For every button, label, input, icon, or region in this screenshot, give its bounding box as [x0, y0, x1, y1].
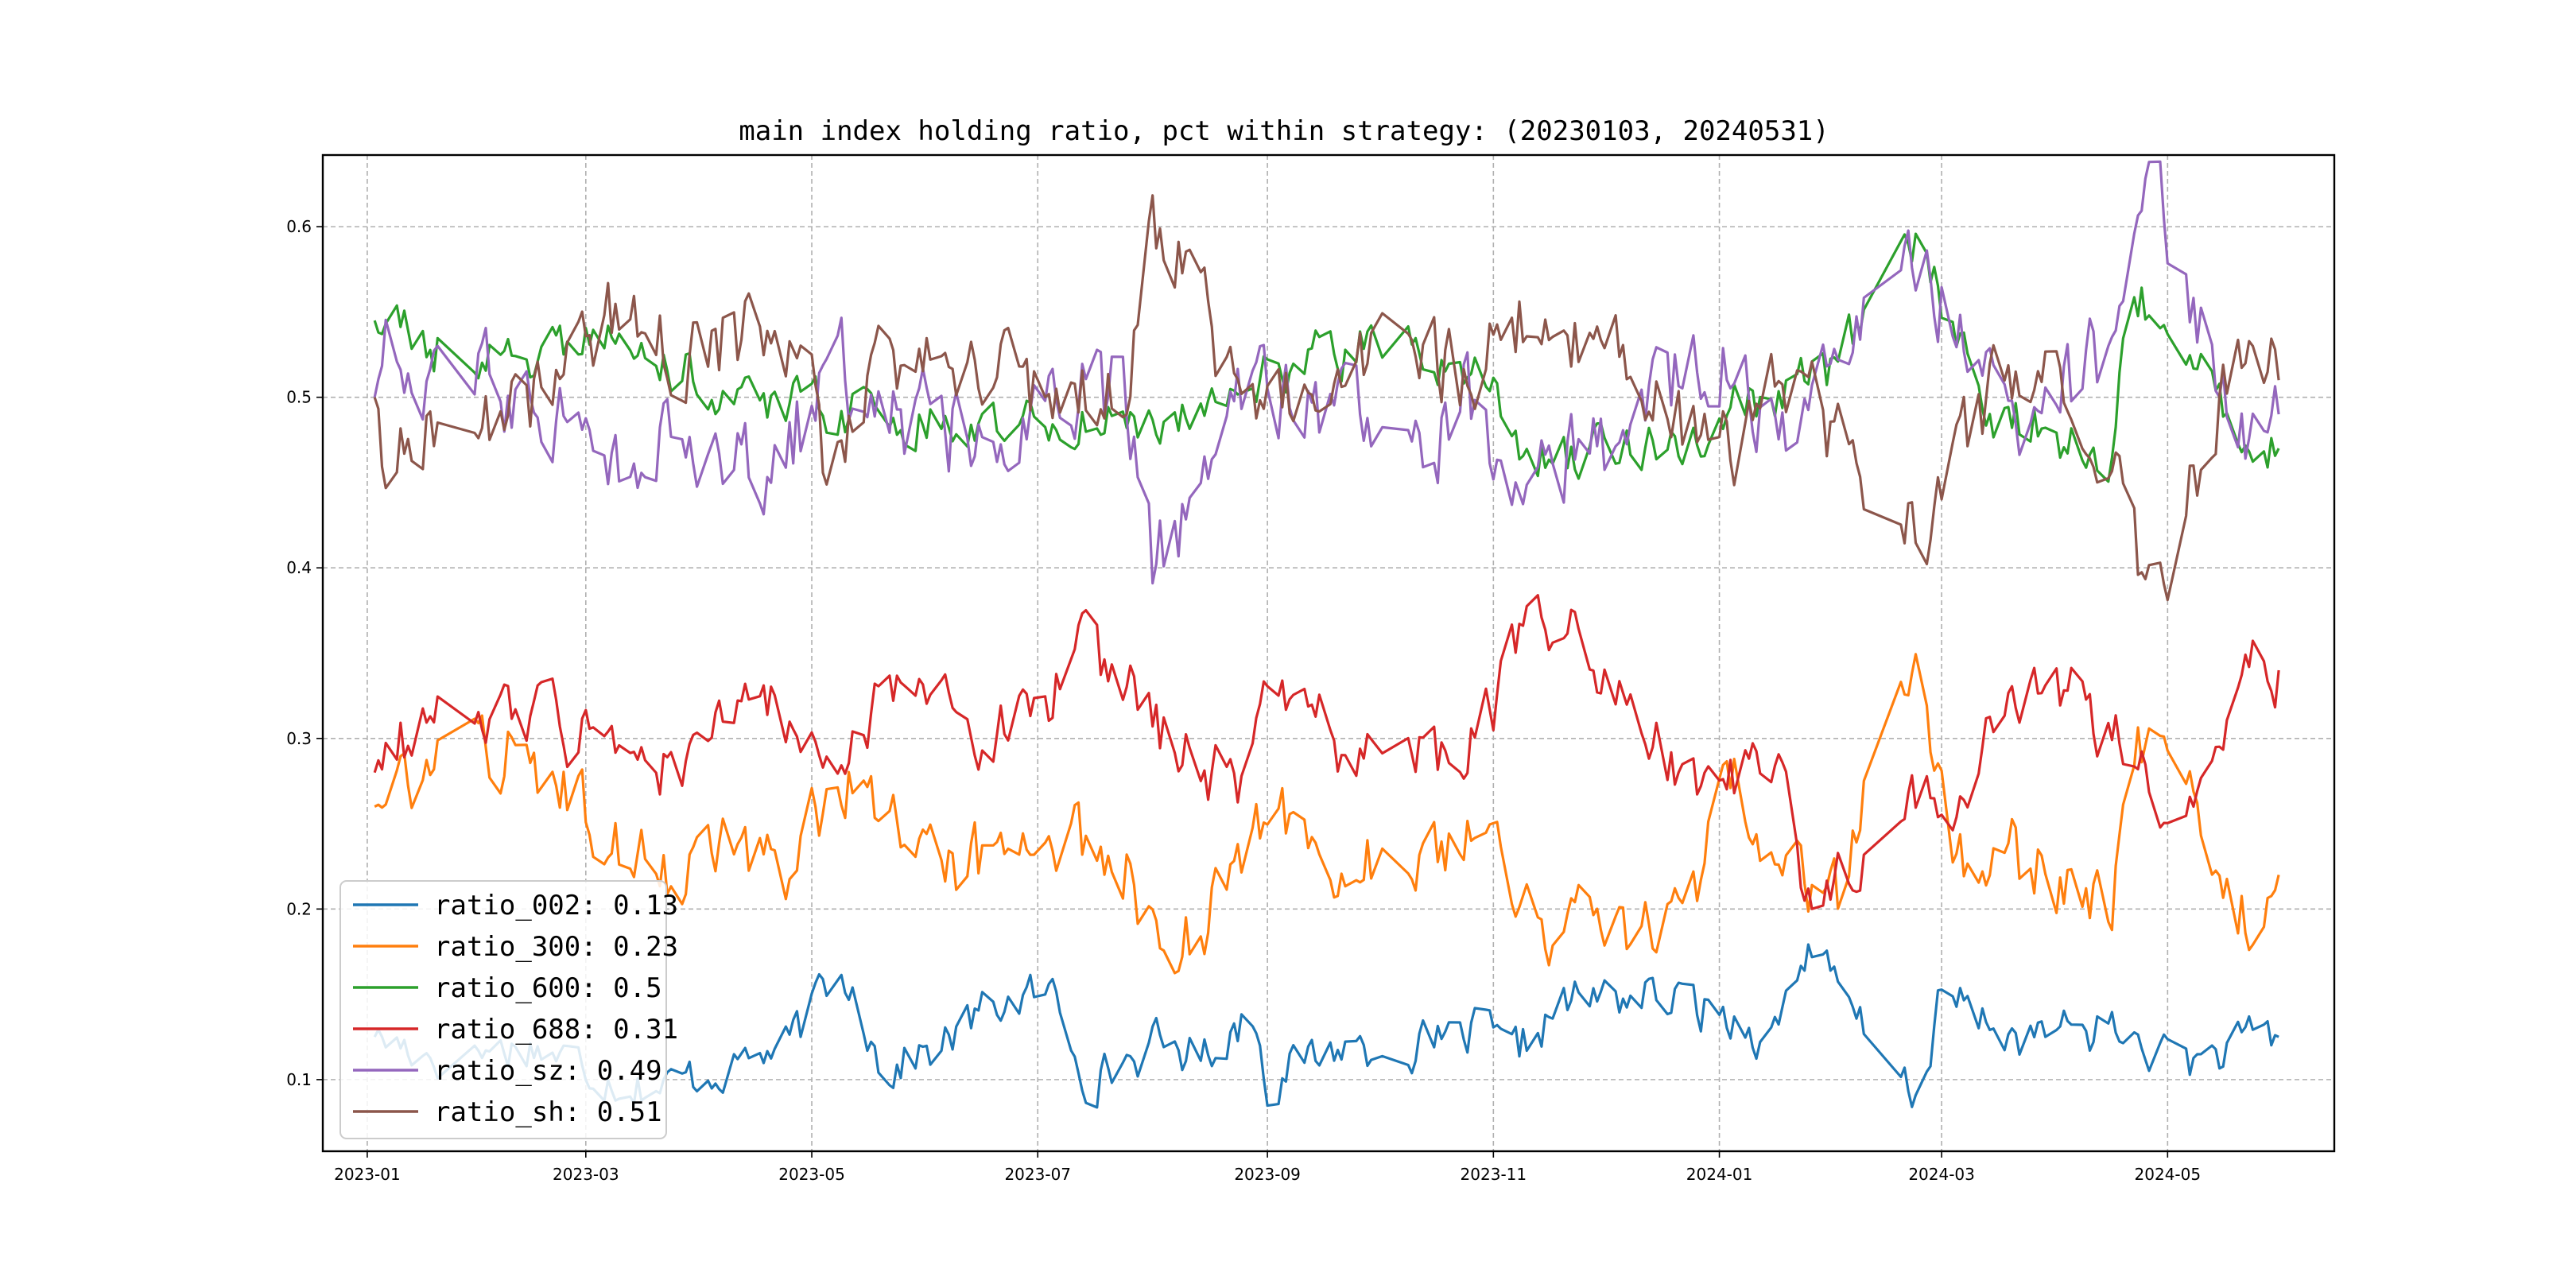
x-tick-label: 2023-01 [334, 1165, 401, 1184]
legend-box [339, 880, 667, 1139]
x-tick-label: 2024-03 [1908, 1165, 1975, 1184]
legend-label: ratio_688: 0.31 [434, 1014, 678, 1046]
series-line-ratio_sz [373, 160, 2280, 585]
y-tick-label: 0.5 [286, 388, 312, 407]
chart-title: main index holding ratio, pct within str… [739, 115, 1829, 147]
x-tick-label: 2024-01 [1686, 1165, 1753, 1184]
x-tick-label: 2024-05 [2135, 1165, 2202, 1184]
legend: ratio_002: 0.13 ratio_300: 0.23 ratio_600:… [339, 880, 678, 1139]
y-tick-label: 0.1 [286, 1070, 312, 1089]
series-line-ratio_600 [373, 232, 2280, 483]
y-tick-label: 0.4 [286, 558, 312, 577]
legend-label: ratio_sh: 0.51 [434, 1096, 662, 1128]
x-axis: 2023-01 2023-03 2023-05 2023-07 2023-09 2023-… [334, 1151, 2201, 1184]
y-tick-label: 0.3 [286, 729, 312, 748]
series-line-ratio_sh [373, 194, 2280, 602]
axes-frame [321, 153, 2336, 1153]
legend-label: ratio_300: 0.23 [434, 931, 678, 963]
x-tick-label: 2023-11 [1461, 1165, 1527, 1184]
series-line-ratio_688 [373, 594, 2280, 910]
legend-label: ratio_600: 0.5 [434, 972, 662, 1004]
x-tick-label: 2023-03 [553, 1165, 619, 1184]
x-tick-label: 2023-09 [1234, 1165, 1301, 1184]
y-tick-label: 0.2 [286, 899, 312, 918]
legend-label: ratio_002: 0.13 [434, 890, 678, 921]
series-line-ratio_002 [373, 943, 2279, 1109]
y-axis: 0.1 0.2 0.3 0.4 0.5 0.6 [286, 217, 323, 1089]
y-tick-label: 0.6 [286, 217, 312, 236]
plot-area [373, 160, 2280, 1109]
x-tick-label: 2023-07 [1004, 1165, 1071, 1184]
legend-label: ratio_sz: 0.49 [434, 1055, 662, 1087]
x-tick-label: 2023-05 [778, 1165, 845, 1184]
series-line-ratio_300 [374, 653, 2280, 975]
